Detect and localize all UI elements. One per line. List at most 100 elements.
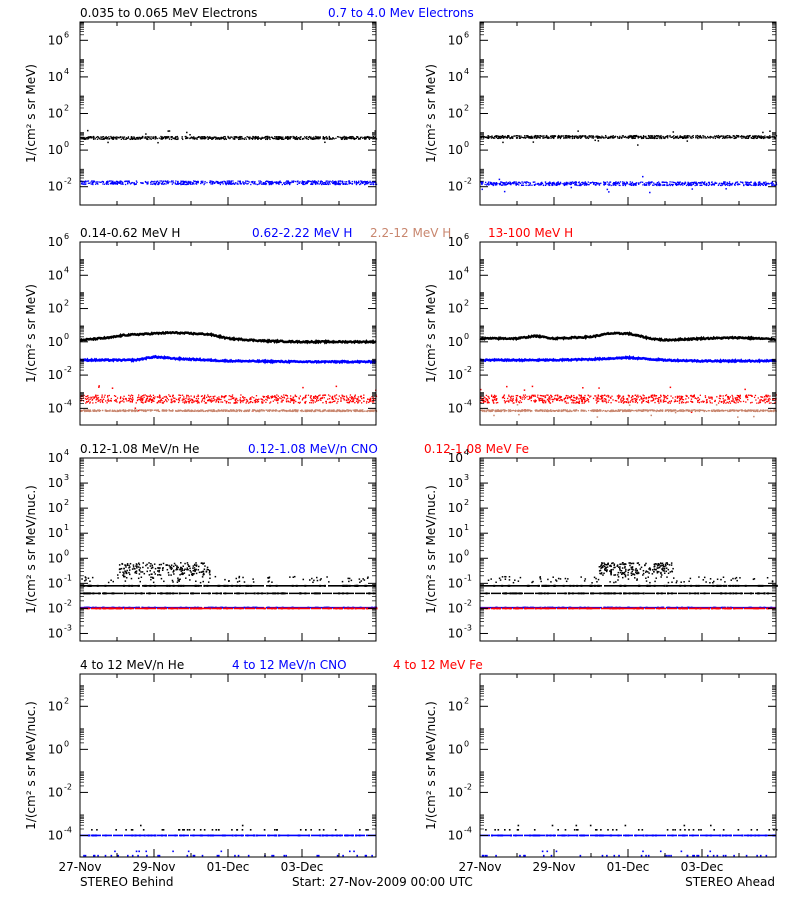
- data-point: [189, 399, 191, 402]
- y-tick-label: 10: [448, 143, 463, 157]
- data-point: [602, 181, 605, 183]
- data-point: [107, 395, 109, 397]
- data-point: [197, 400, 199, 403]
- data-point: [610, 184, 612, 187]
- data-point: [167, 130, 169, 132]
- data-point: [289, 136, 291, 138]
- data-point: [567, 397, 569, 399]
- data-point: [348, 182, 351, 184]
- data-point: [518, 135, 520, 137]
- data-point: [686, 140, 689, 142]
- data-point: [156, 180, 158, 182]
- data-point: [233, 397, 235, 399]
- data-point: [314, 409, 317, 412]
- data-point: [707, 136, 710, 139]
- data-point: [94, 183, 97, 185]
- data-point: [364, 136, 366, 138]
- data-point: [101, 409, 104, 412]
- data-point: [248, 181, 250, 183]
- data-point: [587, 136, 589, 138]
- data-point: [328, 401, 330, 404]
- data-point: [511, 182, 513, 184]
- data-point: [90, 181, 92, 183]
- data-point: [141, 401, 143, 403]
- data-point: [294, 395, 296, 397]
- data-point: [89, 136, 92, 138]
- data-point: [220, 182, 222, 184]
- data-point: [212, 409, 214, 411]
- data-point: [521, 181, 523, 183]
- data-point: [551, 182, 554, 184]
- data-point: [95, 399, 97, 401]
- data-point: [165, 396, 167, 398]
- data-point: [239, 138, 242, 140]
- data-point: [277, 397, 279, 400]
- data-point: [722, 397, 724, 400]
- data-point: [691, 135, 694, 138]
- data-point: [249, 401, 251, 404]
- data-point: [123, 136, 126, 138]
- data-point: [147, 181, 149, 183]
- data-point: [648, 136, 651, 138]
- data-point: [197, 136, 200, 138]
- data-point: [218, 137, 220, 140]
- data-point: [293, 410, 295, 412]
- data-point: [733, 401, 735, 403]
- data-point: [82, 183, 84, 185]
- series: [480, 130, 778, 146]
- data-point: [238, 410, 241, 412]
- data-point: [128, 399, 131, 401]
- data-point: [685, 394, 687, 397]
- data-point: [94, 137, 96, 140]
- data-point: [314, 181, 316, 183]
- data-point: [371, 181, 374, 183]
- data-point: [252, 137, 254, 139]
- data-point: [147, 138, 149, 141]
- data-point: [528, 136, 531, 138]
- legend-label: 2.2-12 MeV H: [370, 226, 451, 240]
- data-point: [96, 398, 98, 400]
- data-point: [118, 182, 120, 184]
- data-point: [690, 182, 692, 184]
- data-point: [497, 135, 499, 137]
- data-point: [181, 410, 183, 412]
- data-point: [659, 135, 661, 138]
- data-point: [724, 394, 727, 397]
- data-point: [344, 410, 346, 412]
- data-point: [637, 136, 639, 138]
- data-point: [136, 181, 138, 183]
- data-point: [111, 181, 113, 184]
- data-point: [185, 397, 187, 400]
- data-point: [645, 396, 647, 399]
- data-point: [153, 400, 155, 403]
- data-point: [700, 401, 702, 403]
- data-point: [580, 184, 583, 186]
- data-point: [634, 136, 636, 138]
- data-point: [253, 400, 256, 402]
- data-point: [298, 398, 300, 400]
- data-point: [728, 182, 730, 185]
- y-tick-exponent: -2: [64, 177, 72, 186]
- data-point: [269, 182, 272, 184]
- data-point: [201, 399, 203, 402]
- data-point: [149, 136, 151, 138]
- data-point: [764, 135, 766, 137]
- data-point: [159, 400, 161, 402]
- data-point: [194, 180, 196, 183]
- data-point: [86, 395, 88, 398]
- data-point: [87, 395, 89, 397]
- data-point: [565, 136, 567, 139]
- data-point: [193, 410, 195, 412]
- data-point: [544, 181, 547, 183]
- data-point: [283, 410, 286, 412]
- data-point: [201, 398, 204, 400]
- data-point: [365, 183, 367, 185]
- data-point: [348, 410, 350, 412]
- data-point: [608, 136, 610, 138]
- data-point: [363, 136, 365, 139]
- data-point: [728, 181, 731, 183]
- data-point: [98, 136, 100, 139]
- data-point: [544, 137, 546, 139]
- data-point: [174, 183, 177, 185]
- data-point: [185, 409, 187, 412]
